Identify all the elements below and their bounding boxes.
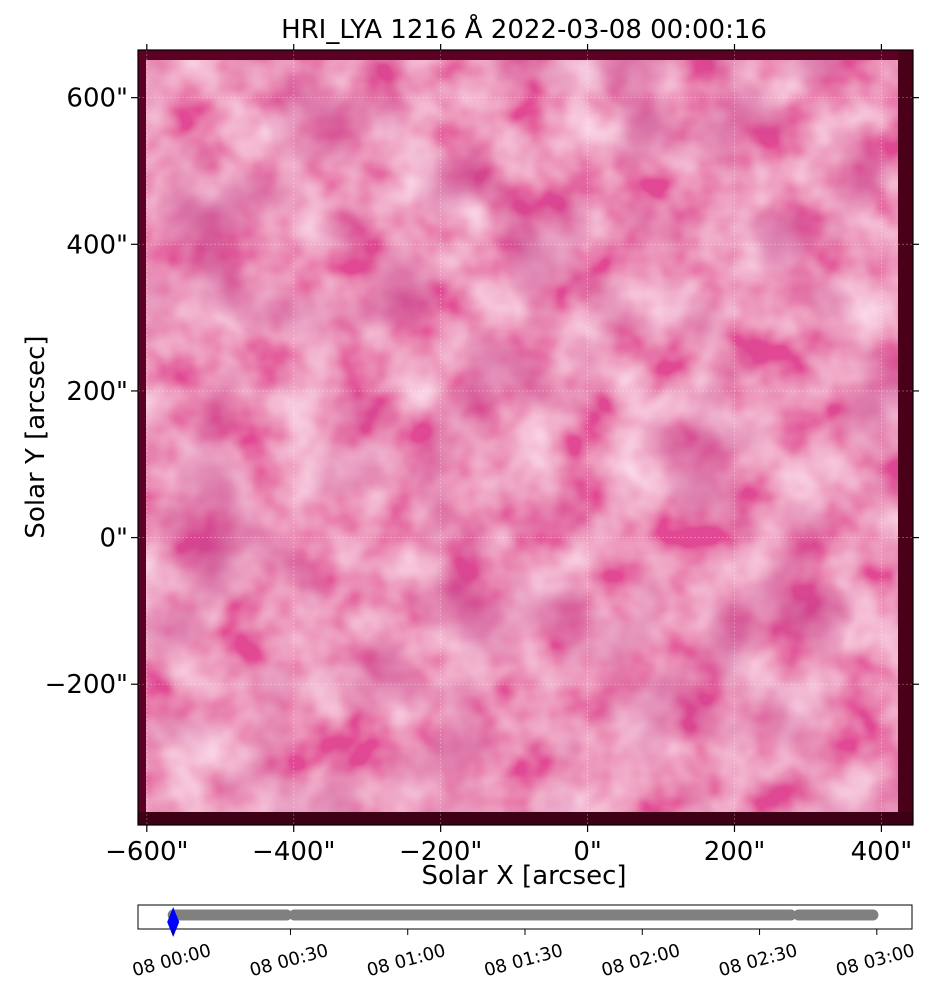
y-tick-label: −200"	[45, 670, 128, 700]
x-tick-label: 400"	[851, 837, 913, 867]
grid-lines	[138, 50, 913, 825]
timeline-ticks: 08 00:00 08 00:30 08 01:00 08 01:30 08 02:00…	[130, 929, 917, 981]
x-axis-label: Solar X [arcsec]	[421, 861, 626, 891]
solar-image-dark-cells	[146, 60, 898, 812]
y-axis-ticks: −200" 0" 200" 400" 600"	[45, 84, 919, 700]
y-axis-label: Solar Y [arcsec]	[21, 335, 51, 538]
x-tick-label: −400"	[252, 837, 335, 867]
y-tick-label: 600"	[66, 84, 128, 114]
timeline-panel: 08 00:00 08 00:30 08 01:00 08 01:30 08 02:00…	[130, 904, 917, 981]
y-tick-label: 0"	[99, 524, 128, 554]
plot-axes-frame	[137, 49, 914, 826]
timeline-tick-label: 08 00:00	[130, 940, 213, 981]
y-tick-label: 400"	[66, 230, 128, 260]
current-frame-marker	[167, 907, 180, 937]
x-tick-label: 0"	[573, 837, 602, 867]
timeline-tick-label: 08 03:00	[834, 940, 917, 981]
x-axis-ticks: −600" −400" −200" 0" 200" 400"	[105, 44, 912, 867]
timeline-tick-label: 08 00:30	[247, 940, 330, 981]
timeline-tick-label: 08 02:30	[717, 940, 800, 981]
x-tick-label: 200"	[704, 837, 766, 867]
timeline-tick-label: 08 01:00	[365, 940, 448, 981]
chart-title: HRI_LYA 1216 Å 2022-03-08 00:00:16	[281, 13, 767, 45]
timeline-tick-label: 08 02:00	[599, 940, 682, 981]
x-tick-label: −600"	[105, 837, 188, 867]
timeline-tick-label: 08 01:30	[482, 940, 565, 981]
x-tick-label: −200"	[399, 837, 482, 867]
y-tick-label: 200"	[66, 377, 128, 407]
image-right-edge-dark	[898, 50, 913, 825]
image-bottom-edge-dark	[138, 812, 913, 825]
timeline-segments	[167, 907, 879, 937]
solar-image-panel	[137, 49, 914, 826]
